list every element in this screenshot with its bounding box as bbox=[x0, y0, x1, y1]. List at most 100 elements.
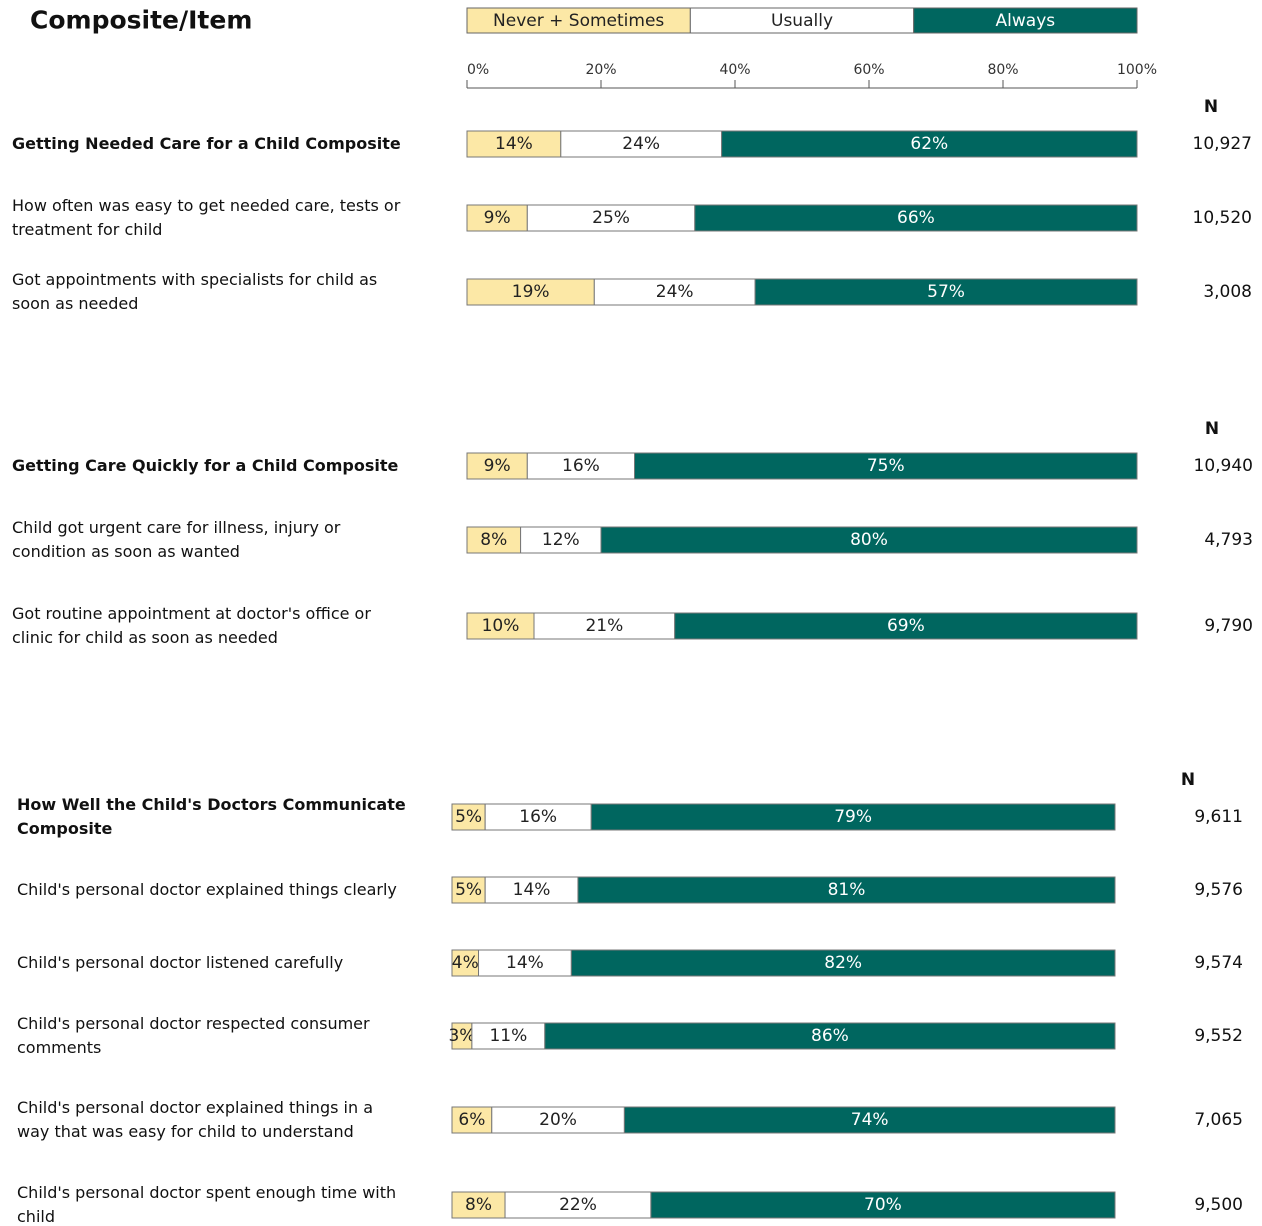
row-label: Child's personal doctor explained things… bbox=[17, 880, 397, 899]
x-tick-label: 0% bbox=[467, 62, 489, 78]
value-label: 14% bbox=[513, 880, 551, 900]
bar-segment bbox=[484, 803, 592, 831]
value-label: 9% bbox=[484, 456, 511, 476]
row-label: How often was easy to get needed care, t… bbox=[12, 196, 401, 239]
n-value: 9,576 bbox=[1194, 880, 1243, 900]
bar-segment bbox=[466, 612, 535, 640]
value-label: 8% bbox=[480, 530, 507, 550]
n-value: 10,520 bbox=[1193, 208, 1252, 228]
bar-segment bbox=[674, 612, 1138, 640]
n-header: N bbox=[1181, 770, 1195, 790]
value-label: 70% bbox=[864, 1195, 902, 1215]
value-label: 4% bbox=[452, 953, 479, 973]
value-label: 5% bbox=[455, 880, 482, 900]
value-label: 21% bbox=[585, 616, 623, 636]
value-label: 14% bbox=[495, 134, 533, 154]
bar-segment bbox=[694, 204, 1138, 232]
n-value: 10,927 bbox=[1193, 134, 1252, 154]
bar-segment bbox=[451, 1191, 506, 1219]
value-label: 81% bbox=[828, 880, 866, 900]
x-tick-label: 80% bbox=[987, 62, 1018, 78]
bar-segment bbox=[466, 130, 562, 158]
bar-segment bbox=[451, 949, 480, 977]
value-label: 86% bbox=[811, 1026, 849, 1046]
legend-label: Always bbox=[996, 11, 1056, 31]
value-label: 6% bbox=[458, 1110, 485, 1130]
n-value: 10,940 bbox=[1194, 456, 1253, 476]
legend-swatch bbox=[913, 7, 1138, 34]
value-label: 57% bbox=[927, 282, 965, 302]
value-label: 74% bbox=[851, 1110, 889, 1130]
x-tick-label: 60% bbox=[853, 62, 884, 78]
bar-segment bbox=[544, 1022, 1116, 1050]
value-label: 3% bbox=[448, 1026, 475, 1046]
n-value: 9,790 bbox=[1204, 616, 1253, 636]
value-label: 80% bbox=[850, 530, 888, 550]
bar-segment bbox=[650, 1191, 1116, 1219]
legend-label: Usually bbox=[771, 11, 833, 31]
value-label: 5% bbox=[455, 807, 482, 827]
bar-segment bbox=[593, 278, 756, 306]
value-label: 20% bbox=[539, 1110, 577, 1130]
bar-segment bbox=[533, 612, 676, 640]
value-label: 79% bbox=[834, 807, 872, 827]
bar-segment bbox=[451, 1106, 493, 1134]
bar-segment bbox=[577, 876, 1116, 904]
bar-segment bbox=[466, 204, 528, 232]
bar-segment bbox=[478, 949, 572, 977]
bar-segment bbox=[754, 278, 1138, 306]
n-value: 3,008 bbox=[1203, 282, 1252, 302]
row-label: How Well the Child's Doctors Communicate… bbox=[17, 795, 406, 838]
row-label: Child got urgent care for illness, injur… bbox=[12, 518, 341, 561]
value-label: 82% bbox=[824, 953, 862, 973]
bar-segment bbox=[471, 1022, 546, 1050]
value-label: 14% bbox=[506, 953, 544, 973]
value-label: 24% bbox=[656, 282, 694, 302]
row-label: Child's personal doctor explained things… bbox=[17, 1098, 373, 1141]
value-label: 25% bbox=[592, 208, 630, 228]
bar-segment bbox=[590, 803, 1116, 831]
bar-segment bbox=[560, 130, 723, 158]
n-header: N bbox=[1205, 419, 1219, 439]
n-value: 9,500 bbox=[1194, 1195, 1243, 1215]
value-label: 75% bbox=[867, 456, 905, 476]
value-label: 16% bbox=[562, 456, 600, 476]
n-value: 9,611 bbox=[1194, 807, 1243, 827]
n-value: 9,552 bbox=[1194, 1026, 1243, 1046]
legend-swatch bbox=[466, 7, 691, 34]
row-label: Getting Needed Care for a Child Composit… bbox=[12, 134, 401, 153]
x-tick-label: 100% bbox=[1117, 62, 1157, 78]
bar-segment bbox=[466, 278, 595, 306]
value-label: 69% bbox=[887, 616, 925, 636]
value-label: 19% bbox=[512, 282, 550, 302]
value-label: 16% bbox=[519, 807, 557, 827]
bar-segment bbox=[526, 452, 635, 480]
value-label: 10% bbox=[482, 616, 520, 636]
row-label: Child's personal doctor spent enough tim… bbox=[17, 1183, 397, 1226]
bar-segment bbox=[600, 526, 1138, 554]
x-tick-label: 20% bbox=[585, 62, 616, 78]
bar-segment bbox=[721, 130, 1138, 158]
row-label: Getting Care Quickly for a Child Composi… bbox=[12, 456, 399, 475]
bar-segment bbox=[466, 452, 528, 480]
value-label: 22% bbox=[559, 1195, 597, 1215]
value-label: 8% bbox=[465, 1195, 492, 1215]
row-label: Got routine appointment at doctor's offi… bbox=[12, 604, 371, 647]
bar-segment bbox=[520, 526, 602, 554]
row-label: Got appointments with specialists for ch… bbox=[12, 270, 378, 313]
bar-segment bbox=[504, 1191, 652, 1219]
n-value: 4,793 bbox=[1204, 530, 1253, 550]
bar-segment bbox=[484, 876, 579, 904]
chart-title: Composite/Item bbox=[30, 6, 252, 35]
n-header: N bbox=[1204, 97, 1218, 117]
value-label: 11% bbox=[489, 1026, 527, 1046]
row-label: Child's personal doctor listened careful… bbox=[17, 953, 344, 972]
value-label: 9% bbox=[484, 208, 511, 228]
value-label: 12% bbox=[542, 530, 580, 550]
bar-segment bbox=[570, 949, 1116, 977]
x-tick-label: 40% bbox=[719, 62, 750, 78]
n-value: 7,065 bbox=[1194, 1110, 1243, 1130]
bar-segment bbox=[623, 1106, 1116, 1134]
